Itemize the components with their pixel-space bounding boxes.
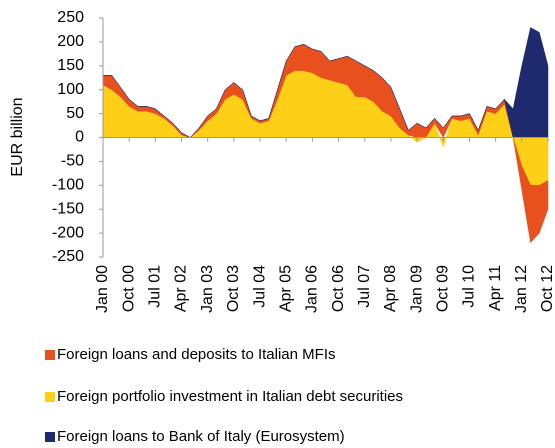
x-tick-label: Jul 04 bbox=[251, 265, 268, 308]
x-tick-label: Apr 02 bbox=[173, 265, 190, 312]
x-tick-label: Oct 09 bbox=[435, 265, 452, 312]
area bbox=[102, 70, 549, 186]
x-tick-label: Apr 11 bbox=[487, 265, 504, 311]
x-tick-label: Jul 07 bbox=[356, 265, 373, 308]
y-tick-label: 100 bbox=[57, 81, 84, 98]
x-tick-label: Jan 06 bbox=[304, 265, 321, 313]
legend-label: Foreign loans to Bank of Italy (Eurosyst… bbox=[57, 428, 345, 445]
y-tick-label: -150 bbox=[52, 200, 84, 217]
x-tick-label: Jul 10 bbox=[461, 265, 478, 308]
x-tick-label: Jan 03 bbox=[199, 265, 216, 313]
legend-marker bbox=[45, 350, 55, 360]
y-tick-label: -100 bbox=[52, 177, 84, 194]
area bbox=[102, 44, 549, 244]
y-tick-label: 0 bbox=[75, 129, 84, 146]
y-tick-label: -200 bbox=[52, 224, 84, 241]
x-tick-label: Oct 12 bbox=[539, 265, 555, 312]
y-tick-label: 150 bbox=[57, 57, 84, 74]
x-tick-label: Oct 06 bbox=[330, 265, 347, 312]
x-tick-label: Jul 01 bbox=[147, 265, 164, 308]
y-tick-label: 50 bbox=[66, 105, 84, 122]
legend-marker bbox=[45, 392, 55, 402]
x-tick-label: Oct 00 bbox=[120, 265, 137, 312]
legend-marker bbox=[45, 432, 55, 442]
y-tick-label: -50 bbox=[61, 153, 84, 170]
y-axis-label: EUR billion bbox=[9, 97, 26, 176]
x-tick-label: Oct 03 bbox=[225, 265, 242, 312]
x-tick-label: Jan 12 bbox=[513, 265, 530, 313]
y-tick-label: 250 bbox=[57, 9, 84, 26]
legend-label: Foreign loans and deposits to Italian MF… bbox=[57, 346, 335, 363]
x-tick-label: Apr 05 bbox=[277, 265, 294, 312]
x-tick-label: Apr 08 bbox=[382, 265, 399, 312]
x-tick-label: Jan 09 bbox=[408, 265, 425, 313]
x-tick-label: Jan 00 bbox=[94, 265, 111, 313]
y-tick-label: 200 bbox=[57, 33, 84, 50]
area bbox=[103, 27, 549, 138]
legend-label: Foreign portfolio investment in Italian … bbox=[57, 388, 403, 405]
y-tick-label: -250 bbox=[52, 248, 84, 265]
